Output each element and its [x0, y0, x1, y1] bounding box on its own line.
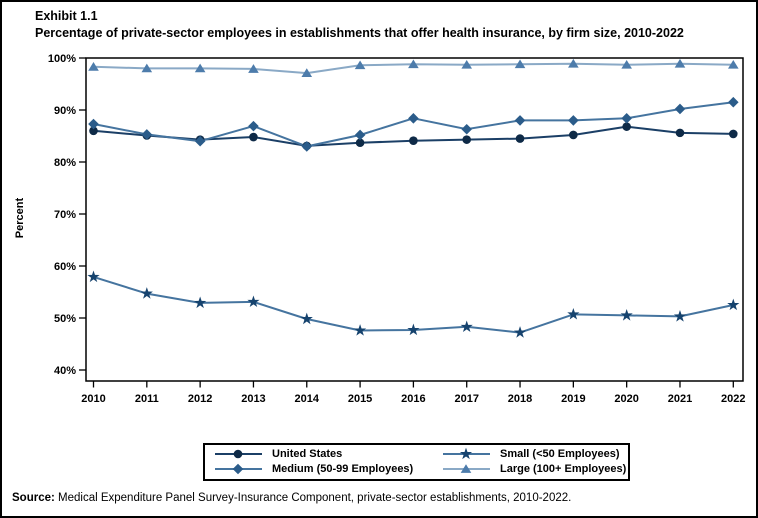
svg-text:2022: 2022 — [721, 393, 745, 405]
svg-text:2010: 2010 — [81, 393, 105, 405]
legend-label-large: Large (100+ Employees) — [500, 463, 627, 475]
svg-text:70%: 70% — [54, 209, 76, 221]
circle-marker-icon — [215, 449, 262, 459]
source-note: Source: Medical Expenditure Panel Survey… — [12, 492, 571, 504]
svg-text:2016: 2016 — [401, 393, 425, 405]
svg-text:2015: 2015 — [348, 393, 372, 405]
legend-item-large: Large (100+ Employees) — [443, 462, 626, 476]
source-label: Source: — [12, 492, 55, 504]
legend-item-small: Small (<50 Employees) — [443, 447, 626, 461]
legend-label-small: Small (<50 Employees) — [500, 448, 620, 460]
svg-text:40%: 40% — [54, 365, 76, 377]
svg-text:2014: 2014 — [295, 393, 320, 405]
svg-text:2021: 2021 — [668, 393, 692, 405]
svg-text:90%: 90% — [54, 105, 76, 117]
source-text: Medical Expenditure Panel Survey-Insuran… — [54, 492, 572, 504]
exhibit-label: Exhibit 1.1 — [35, 9, 98, 23]
svg-text:50%: 50% — [54, 313, 76, 325]
legend-item-united-states: United States — [215, 447, 443, 461]
svg-text:2020: 2020 — [614, 393, 638, 405]
legend: United States Small (<50 Employees) Medi… — [203, 443, 630, 481]
svg-text:2019: 2019 — [561, 393, 585, 405]
star-marker-icon — [443, 447, 490, 460]
svg-text:60%: 60% — [54, 261, 76, 273]
svg-text:100%: 100% — [48, 53, 76, 65]
svg-text:2012: 2012 — [188, 393, 212, 405]
svg-text:2013: 2013 — [241, 393, 265, 405]
diamond-marker-icon — [215, 463, 262, 475]
svg-text:2017: 2017 — [454, 393, 478, 405]
svg-text:Percent: Percent — [14, 197, 26, 238]
legend-label-medium: Medium (50-99 Employees) — [272, 463, 414, 475]
svg-text:2011: 2011 — [135, 393, 159, 405]
chart-title: Percentage of private-sector employees i… — [35, 26, 684, 40]
triangle-marker-icon — [443, 464, 490, 473]
svg-text:2018: 2018 — [508, 393, 532, 405]
svg-text:80%: 80% — [54, 157, 76, 169]
legend-label-united-states: United States — [272, 448, 343, 460]
legend-item-medium: Medium (50-99 Employees) — [215, 462, 443, 476]
